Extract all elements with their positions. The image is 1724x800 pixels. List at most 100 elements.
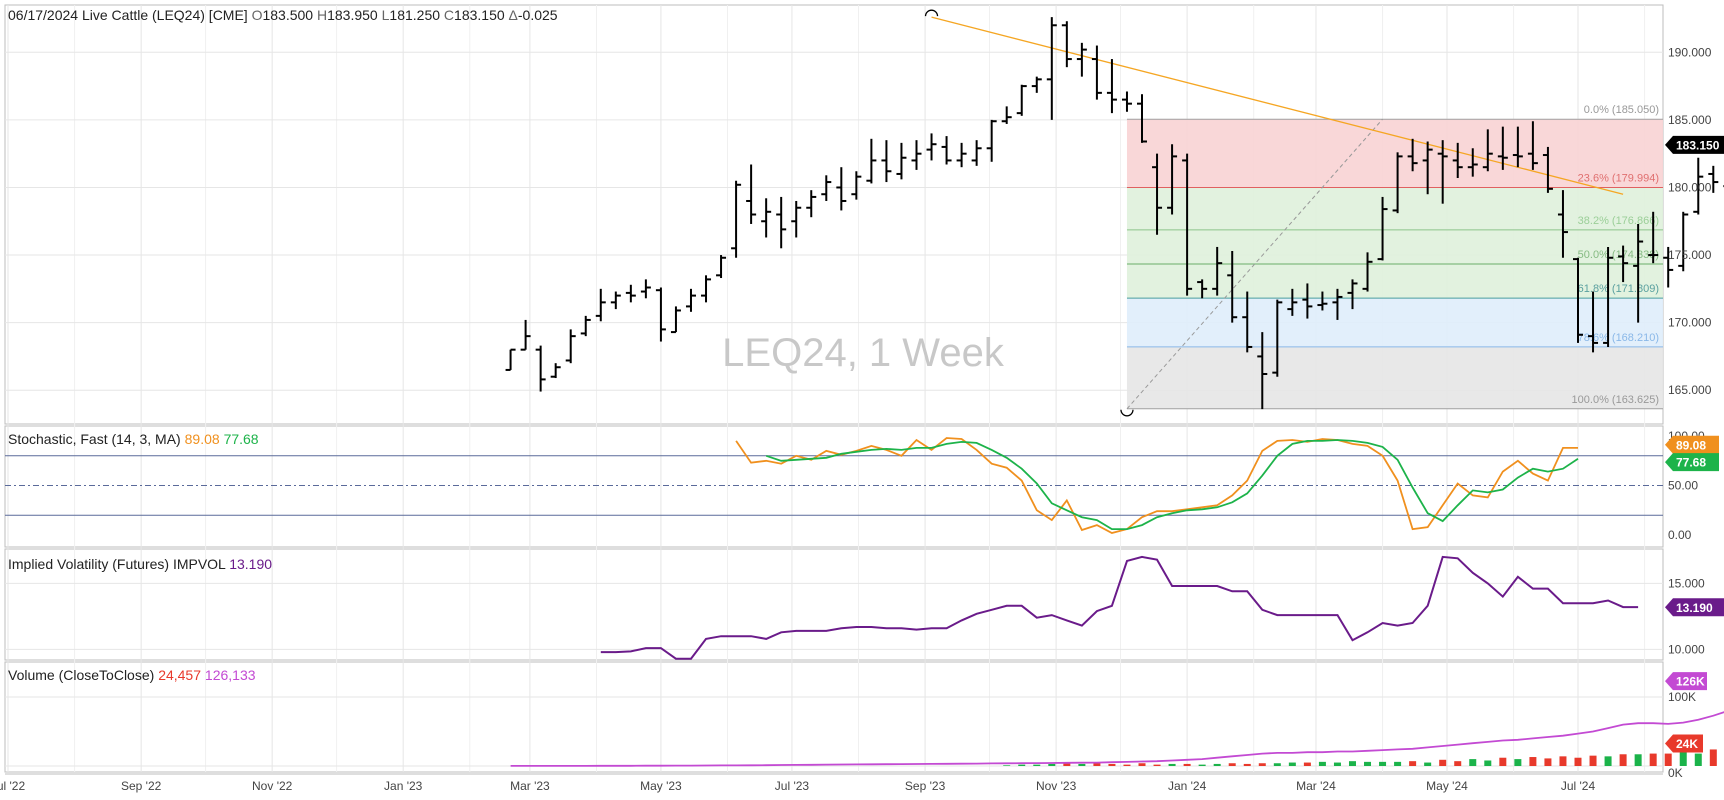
stochastic-k-tag-bg bbox=[1665, 435, 1719, 454]
panel-frame-vol bbox=[4, 661, 1664, 773]
fib-level-label: 100.0% (163.625) bbox=[1572, 394, 1659, 406]
ohlc-bar bbox=[971, 140, 982, 166]
ohlc-bar bbox=[1212, 246, 1223, 296]
volume-bar bbox=[1003, 765, 1011, 766]
stochastic-d-tag: 77.68 bbox=[1676, 456, 1706, 470]
ohlc-bar bbox=[1106, 59, 1117, 114]
volume-bar bbox=[1574, 757, 1582, 766]
ohlc-bar bbox=[761, 198, 772, 238]
ohlc-bar bbox=[1542, 146, 1553, 193]
ohlc-bar bbox=[746, 164, 757, 224]
ohlc-bar bbox=[535, 345, 546, 392]
volume-legend: Volume (CloseToClose) 24,457 126,133 bbox=[8, 667, 256, 683]
ohlc-bar bbox=[685, 288, 696, 312]
stochastic-title: Stochastic, Fast (14, 3, MA) bbox=[8, 431, 181, 447]
ohlc-bar bbox=[806, 190, 817, 218]
header-instrument: Live Cattle (LEQ24) [CME] bbox=[81, 7, 248, 23]
volume-bar bbox=[1168, 763, 1176, 766]
ohlc-bar bbox=[1227, 250, 1238, 323]
ohlc-bar bbox=[1588, 291, 1599, 353]
panel-frame-ivol bbox=[4, 548, 1664, 661]
volume-bar bbox=[1333, 762, 1341, 766]
volume-tick-label: 100K bbox=[1668, 690, 1696, 704]
ohlc-bar bbox=[701, 275, 712, 303]
change-value: -0.025 bbox=[517, 7, 558, 23]
price-tick-label: 185.000 bbox=[1668, 113, 1712, 127]
volume-last-tag-bg bbox=[1665, 734, 1703, 753]
price-bars[interactable] bbox=[505, 9, 1724, 417]
ohlc-bar bbox=[941, 136, 952, 165]
volume-bar bbox=[1619, 754, 1627, 766]
fib-diagonal bbox=[1126, 118, 1383, 410]
volume-bar bbox=[1018, 764, 1026, 766]
ohlc-bar bbox=[1633, 223, 1644, 323]
volume-bar bbox=[1409, 761, 1417, 766]
x-tick-label: May '23 bbox=[640, 779, 682, 793]
ohlc-bar bbox=[1046, 17, 1057, 120]
ohlc-bar bbox=[1076, 42, 1087, 77]
ohlc-bar bbox=[1302, 283, 1313, 319]
volume-bar bbox=[1078, 763, 1086, 766]
volume-bar bbox=[1679, 750, 1687, 766]
volume-bar bbox=[1258, 763, 1266, 766]
volume-bar bbox=[1183, 763, 1191, 766]
ohlc-bar bbox=[1678, 211, 1689, 272]
volume-bar bbox=[1288, 762, 1296, 766]
volume-bar bbox=[1454, 761, 1462, 766]
open-value: 183.500 bbox=[262, 7, 314, 23]
volume-ma-tag: 126K bbox=[1676, 675, 1705, 689]
last-price-tag bbox=[1665, 135, 1724, 154]
stochastic-d-line bbox=[765, 439, 1579, 530]
ohlc-bar bbox=[520, 319, 531, 351]
ohlc-bar bbox=[1663, 246, 1674, 288]
fib-level-label: 78.6% (168.210) bbox=[1578, 332, 1659, 344]
volume-value: 24,457 bbox=[158, 667, 202, 683]
ivol-tag: 13.190 bbox=[1676, 601, 1713, 615]
ohlc-bar bbox=[1257, 332, 1268, 410]
volume-bar bbox=[1273, 763, 1281, 766]
price-tick-label: 175.000 bbox=[1668, 248, 1712, 262]
ohlc-bar bbox=[716, 255, 727, 279]
x-tick-label: Jan '23 bbox=[384, 779, 423, 793]
stochastic-d-tag-bg bbox=[1665, 453, 1719, 472]
x-tick-label: Jul '22 bbox=[0, 779, 25, 793]
stochastic-k-tag: 89.08 bbox=[1676, 438, 1706, 452]
ohlc-bar bbox=[1121, 91, 1132, 112]
stochastic-tick-label: 0.00 bbox=[1668, 528, 1692, 542]
ohlc-bar bbox=[1497, 126, 1508, 170]
ohlc-bar bbox=[731, 180, 742, 258]
volume-last-tag: 24K bbox=[1676, 737, 1698, 751]
volume-bar bbox=[1063, 763, 1071, 766]
stochastic-panel[interactable] bbox=[5, 437, 1663, 534]
stochastic-k-value: 89.08 bbox=[184, 431, 220, 447]
volume-bar bbox=[1484, 760, 1492, 766]
ohlc-bar bbox=[1573, 257, 1583, 343]
ohlc-bar bbox=[1242, 291, 1253, 353]
header-date: 06/17/2024 bbox=[8, 7, 79, 23]
ohlc-bar bbox=[866, 138, 877, 184]
volume-bar bbox=[1348, 761, 1356, 766]
volume-bar bbox=[1228, 763, 1236, 766]
ohlc-bar bbox=[1603, 246, 1614, 347]
x-tick-label: Mar '23 bbox=[510, 779, 550, 793]
ohlc-bar bbox=[1182, 153, 1193, 296]
x-tick-label: Sep '22 bbox=[121, 779, 162, 793]
volume-panel[interactable] bbox=[510, 679, 1724, 767]
change-label: Δ bbox=[508, 7, 518, 23]
volume-ma-tag-bg bbox=[1665, 672, 1707, 691]
volume-bar bbox=[1634, 754, 1642, 766]
fib-level-label: 50.0% (174.338) bbox=[1578, 249, 1659, 261]
volume-bar bbox=[1664, 753, 1672, 766]
stochastic-k-line bbox=[735, 437, 1578, 534]
ivol-value: 13.190 bbox=[229, 556, 273, 572]
watermark: LEQ24, 1 Week bbox=[722, 331, 1005, 375]
trendline bbox=[931, 16, 1624, 195]
volume-bar bbox=[1439, 759, 1447, 766]
volume-bar bbox=[1544, 758, 1552, 766]
ohlc-bar bbox=[1557, 190, 1568, 258]
implied-volatility-panel[interactable] bbox=[600, 555, 1639, 660]
ohlc-bar bbox=[580, 315, 591, 337]
price-tick-label: 180.000 bbox=[1668, 180, 1712, 194]
ohlc-bar bbox=[776, 196, 787, 249]
